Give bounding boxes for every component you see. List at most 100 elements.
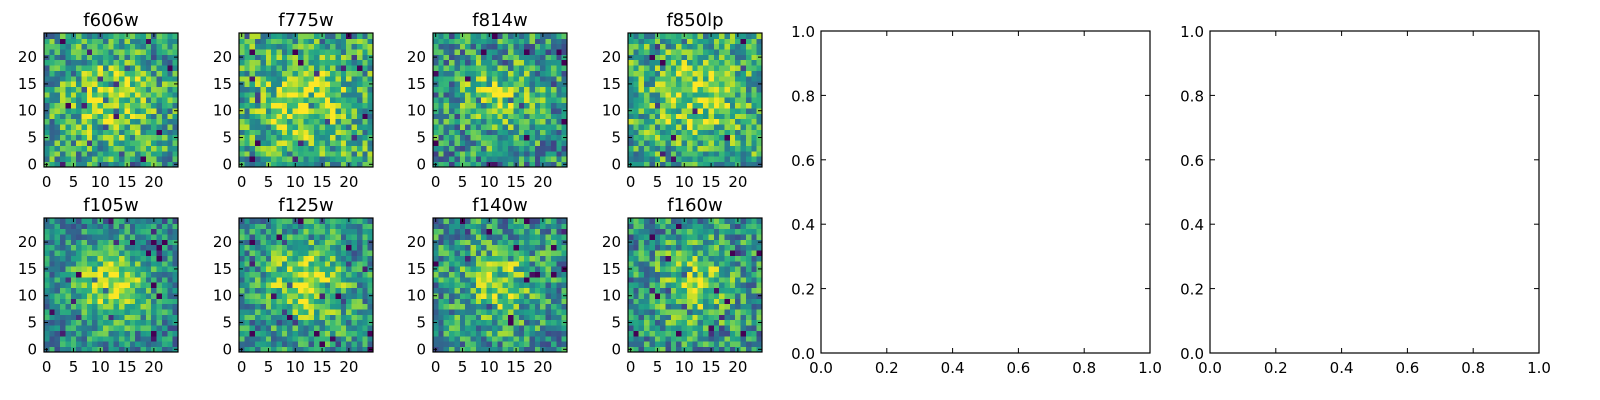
heatmap-cell xyxy=(271,276,277,283)
heatmap-cell xyxy=(314,223,320,230)
heatmap-cell xyxy=(351,266,358,272)
heatmap-cell xyxy=(156,108,163,114)
heatmap-cell xyxy=(70,298,77,305)
heatmap-cell xyxy=(92,145,98,152)
heatmap-cell xyxy=(470,330,477,337)
heatmap-cell xyxy=(561,113,568,120)
heatmap-cell xyxy=(540,118,546,125)
heatmap-cell xyxy=(167,145,174,152)
heatmap-cell xyxy=(633,124,640,130)
heatmap-cell xyxy=(314,156,320,163)
heatmap-cell xyxy=(156,54,163,61)
heatmap-cell xyxy=(303,250,310,256)
heatmap-cell xyxy=(129,271,136,278)
heatmap-cell xyxy=(346,325,352,331)
heatmap-cell xyxy=(244,234,251,240)
heatmap-cell xyxy=(255,156,261,163)
heatmap-cell xyxy=(638,81,645,87)
heatmap-cell xyxy=(470,59,477,66)
heatmap-cell xyxy=(628,140,634,146)
heatmap-cell xyxy=(140,156,147,163)
heatmap-cell xyxy=(508,161,514,168)
heatmap-cell xyxy=(545,113,552,120)
heatmap-cell xyxy=(681,113,688,120)
heatmap-cell xyxy=(44,145,50,152)
heatmap-cell xyxy=(524,234,530,240)
heatmap-cell xyxy=(638,97,645,104)
heatmap-cell xyxy=(513,86,520,93)
heatmap-cell xyxy=(735,91,741,98)
heatmap-cell xyxy=(540,223,546,230)
heatmap-cell xyxy=(60,293,66,299)
heatmap-cell xyxy=(545,129,552,136)
panel-title: f140w xyxy=(472,195,527,216)
heatmap-cell xyxy=(265,54,272,61)
heatmap-cell xyxy=(276,150,283,157)
heatmap-cell xyxy=(314,260,320,267)
heatmap-cell xyxy=(314,266,320,272)
heatmap-cell xyxy=(260,140,267,146)
heatmap-cell xyxy=(524,38,530,45)
heatmap-cell xyxy=(92,49,98,55)
heatmap-cell xyxy=(644,314,650,321)
heatmap-cell xyxy=(703,303,709,310)
heatmap-cell xyxy=(60,239,66,246)
heatmap-cell xyxy=(654,314,661,321)
heatmap-cell xyxy=(534,250,541,256)
heatmap-cell xyxy=(556,134,563,141)
heatmap-cell xyxy=(292,325,299,331)
heatmap-cell xyxy=(708,140,715,146)
heatmap-cell xyxy=(140,108,147,114)
heatmap-cell xyxy=(255,59,261,66)
heatmap-cell xyxy=(151,129,157,136)
heatmap-cell xyxy=(140,118,147,125)
heatmap-cell xyxy=(97,228,104,235)
heatmap-cell xyxy=(362,91,369,98)
heatmap-cell xyxy=(161,341,168,348)
heatmap-cell xyxy=(292,341,299,348)
heatmap-cell xyxy=(654,70,661,77)
heatmap-cell xyxy=(740,346,747,353)
heatmap-cell xyxy=(561,150,568,157)
heatmap-cell xyxy=(665,43,672,50)
heatmap-cell xyxy=(167,276,174,283)
heatmap-cell xyxy=(735,330,741,337)
heatmap-cell xyxy=(271,223,277,230)
heatmap-cell xyxy=(470,91,477,98)
heatmap-cell xyxy=(459,309,466,315)
heatmap-cell xyxy=(351,156,358,163)
heatmap-cell xyxy=(65,124,72,130)
heatmap-cell xyxy=(81,59,88,66)
heatmap-cell xyxy=(308,341,315,348)
heatmap-cell xyxy=(660,140,666,146)
heatmap-cell xyxy=(491,118,498,125)
heatmap-cell xyxy=(665,266,672,272)
heatmap-cell xyxy=(81,319,88,326)
heatmap-cell xyxy=(54,255,61,262)
heatmap-cell xyxy=(287,49,293,55)
heatmap-cell xyxy=(287,145,293,152)
heatmap-cell xyxy=(140,276,147,283)
heatmap-cell xyxy=(167,228,174,235)
heatmap-cell xyxy=(255,218,261,224)
heatmap-cell xyxy=(314,218,320,224)
heatmap-cell xyxy=(44,228,50,235)
heatmap-cell xyxy=(676,75,682,82)
heatmap-cell xyxy=(145,293,152,299)
heatmap-cell xyxy=(502,70,509,77)
heatmap-cell xyxy=(239,223,245,230)
heatmap-cell xyxy=(670,65,677,71)
heatmap-cell xyxy=(129,49,136,55)
heatmap-cell xyxy=(638,33,645,39)
heatmap-cell xyxy=(697,341,704,348)
heatmap-cell xyxy=(172,287,179,294)
heatmap-cell xyxy=(303,314,310,321)
heatmap-cell xyxy=(756,86,763,93)
heatmap-cell xyxy=(124,239,131,246)
heatmap-cell xyxy=(703,49,709,55)
heatmap-cell xyxy=(172,314,179,321)
heatmap-cell xyxy=(550,276,557,283)
heatmap-cell xyxy=(534,266,541,272)
heatmap-cell xyxy=(324,161,331,168)
heatmap-cell xyxy=(724,33,731,39)
